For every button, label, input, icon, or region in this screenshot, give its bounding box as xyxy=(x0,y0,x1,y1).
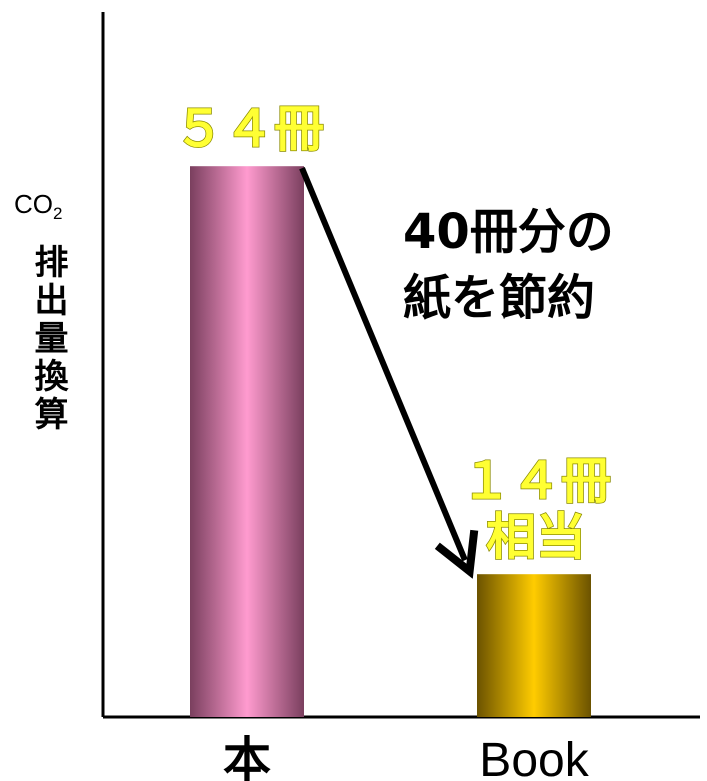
x-tick-label-0: 本 xyxy=(223,734,271,781)
y-axis-label: CO2 排出量換算 xyxy=(14,189,68,434)
x-tick-label-1: Book xyxy=(479,734,589,781)
bar-0 xyxy=(190,166,304,717)
y-label-vertical: 排出量換算 xyxy=(28,244,68,434)
bar-label-0-0: ５４冊 xyxy=(174,100,324,158)
annotation-text: 40冊分の紙を節約 xyxy=(403,204,614,326)
bar-label-1-1: 相当 xyxy=(486,508,586,566)
annotation-line-0: 40冊分の xyxy=(403,204,614,260)
svg-text:CO2: CO2 xyxy=(14,189,62,223)
annotation-arrow xyxy=(299,167,465,560)
bar-label-1-0: １４冊 xyxy=(461,452,611,510)
y-label-main: CO xyxy=(14,189,53,219)
y-label-subscript: 2 xyxy=(53,204,62,223)
bar-1 xyxy=(477,574,591,717)
annotation-line-1: 紙を節約 xyxy=(403,270,595,326)
